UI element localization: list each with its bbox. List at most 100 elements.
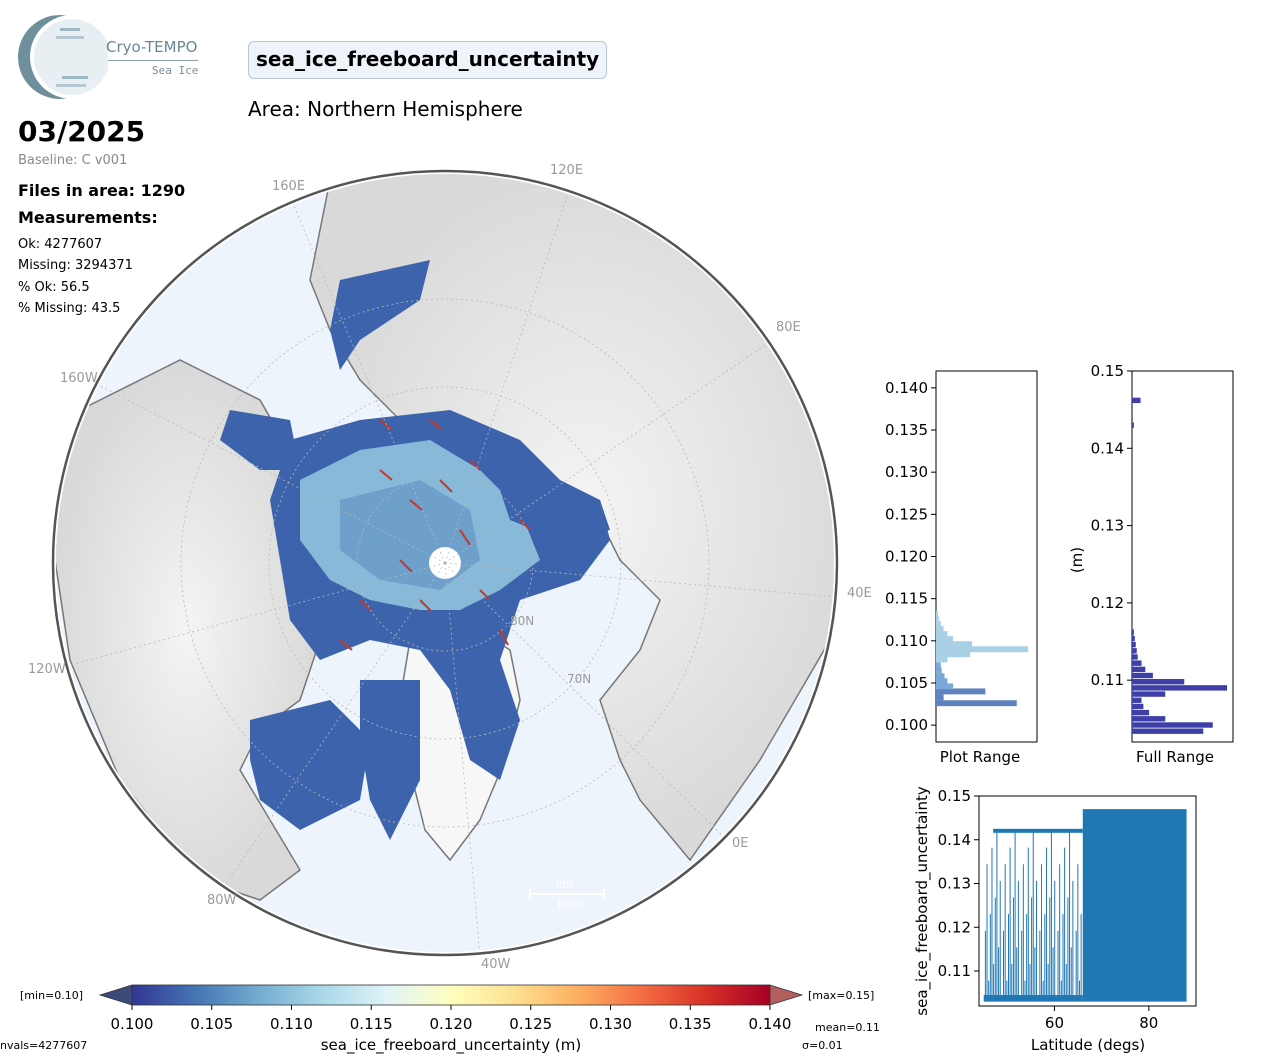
logo-divider [108, 60, 198, 61]
hist-bar [936, 656, 948, 663]
hist-bar [1132, 703, 1144, 710]
hist-bar [936, 610, 938, 617]
scale-label-bottom: 1000 [556, 898, 584, 911]
date-label: 03/2025 [18, 115, 146, 148]
scatter-ticks: 0.11 0.12 0.13 0.14 0.15 60 80 [938, 787, 1159, 1032]
scatter-xtick-label: 80 [1139, 1014, 1158, 1032]
colorbar-bar [131, 984, 771, 1006]
hist-tick-label: 0.13 [1091, 517, 1124, 535]
label-80w: 80W [207, 893, 237, 908]
high-uncertainty-streaks [339, 419, 531, 651]
hist-bar [936, 651, 971, 658]
hist-bar [936, 673, 945, 680]
hist-tick-label: 0.15 [1091, 362, 1124, 380]
hist-bar [936, 615, 939, 622]
colorbar-tick-label: 0.105 [190, 1015, 233, 1033]
hist-tick-label: 0.140 [885, 379, 928, 397]
logo-subtitle: Sea Ice [152, 64, 199, 77]
scatter-xlabel: Latitude (degs) [1031, 1036, 1145, 1054]
hist-bar [936, 621, 941, 627]
stat-ok: Ok: 4277607 [18, 237, 103, 252]
hist2-ylabel: (m) [1068, 547, 1086, 573]
hist-bar [936, 631, 948, 638]
hist-bar [1132, 685, 1227, 691]
hist-bar [1132, 422, 1134, 428]
logo-title: Cryo-TEMPO [106, 38, 198, 56]
label-0e: 0E [732, 836, 749, 851]
hist-bar [1132, 660, 1142, 666]
files-in-area: Files in area: 1290 [18, 181, 186, 200]
colorbar-max-arrow [769, 984, 804, 1006]
hist2-ticks: 0.11 0.12 0.13 0.14 0.15 [1091, 362, 1132, 689]
hist-bar [1132, 716, 1166, 722]
stat-pct-ok: % Ok: 56.5 [18, 280, 90, 295]
hist-bar [936, 688, 986, 695]
hist-tick-label: 0.115 [885, 590, 928, 608]
label-40e: 40E [847, 586, 872, 601]
hist-bar [936, 683, 954, 690]
colorbar-tick-label: 0.110 [270, 1015, 313, 1033]
hist-tick-label: 0.12 [1091, 594, 1124, 612]
hist-tick-label: 0.120 [885, 548, 928, 566]
scatter-xtick-label: 60 [1045, 1014, 1064, 1032]
hist1-bars [936, 610, 1029, 707]
scatter-ytick-label: 0.15 [938, 787, 971, 805]
sigma-label: σ=0.01 [802, 1039, 843, 1052]
label-70n: 70N [567, 672, 591, 686]
cryo-tempo-logo [18, 15, 108, 99]
hist-bar [936, 646, 1029, 653]
label-80e: 80E [776, 320, 801, 335]
hist-bar [1132, 679, 1185, 685]
area-label: Area: Northern Hemisphere [248, 97, 523, 121]
scatter-ytick-label: 0.11 [938, 962, 971, 980]
label-40w: 40W [481, 957, 511, 972]
scatter-ytick-label: 0.14 [938, 831, 971, 849]
scatter-floor-band [983, 995, 1083, 1002]
scatter-top-band [993, 828, 1083, 833]
scatter-dense-region [1082, 809, 1187, 1002]
hist-tick-label: 0.130 [885, 463, 928, 481]
colorbar-tick-label: 0.120 [430, 1015, 473, 1033]
hist-bar [1132, 641, 1136, 648]
scatter-ytick-label: 0.13 [938, 875, 971, 893]
label-120e: 120E [550, 163, 583, 178]
colorbar-ticks: 0.100 0.105 0.110 0.115 0.120 0.125 0.130 0.135… [111, 1005, 791, 1033]
hist-bar [936, 636, 954, 643]
hist-bar [1132, 397, 1141, 404]
stat-missing: Missing: 3294371 [18, 258, 133, 273]
graticule [59, 174, 834, 952]
sea-ice-okhotsk [330, 260, 430, 370]
hist-bar [1132, 728, 1204, 734]
hist2-xlabel: Full Range [1136, 748, 1214, 766]
colorbar-min-arrow [98, 984, 133, 1006]
label-160e: 160E [272, 179, 305, 194]
hist-tick-label: 0.14 [1091, 439, 1124, 457]
hist-bar [1132, 629, 1134, 635]
label-160w: 160W [60, 371, 98, 386]
hist2-bars [1132, 397, 1227, 734]
hist-bar [936, 700, 1017, 707]
colorbar-tick-label: 0.125 [509, 1015, 552, 1033]
sea-ice-bering [220, 410, 300, 470]
scatter-ytick-label: 0.12 [938, 918, 971, 936]
colorbar-max-label: [max=0.15] [808, 989, 874, 1002]
sea-ice-kara [500, 490, 610, 540]
hist-tick-label: 0.125 [885, 505, 928, 523]
nvals-label: nvals=4277607 [0, 1039, 87, 1052]
globe-outline [51, 169, 839, 957]
stat-pct-missing: % Missing: 43.5 [18, 301, 121, 316]
hist-tick-label: 0.100 [885, 716, 928, 734]
colorbar-tick-label: 0.115 [350, 1015, 393, 1033]
hist-bar [1132, 691, 1166, 697]
hist-tick-label: 0.110 [885, 632, 928, 650]
hist-bar [1132, 709, 1150, 716]
label-120w: 120W [28, 662, 66, 677]
hist-bar [1132, 697, 1142, 703]
label-80n: 80N [510, 614, 534, 628]
colorbar-tick-label: 0.135 [669, 1015, 712, 1033]
hist1-frame [935, 370, 1038, 743]
hist-bar [936, 641, 973, 648]
scale-label-top: km [556, 878, 573, 891]
measurements-title: Measurements: [18, 208, 158, 227]
hist-tick-label: 0.135 [885, 421, 928, 439]
